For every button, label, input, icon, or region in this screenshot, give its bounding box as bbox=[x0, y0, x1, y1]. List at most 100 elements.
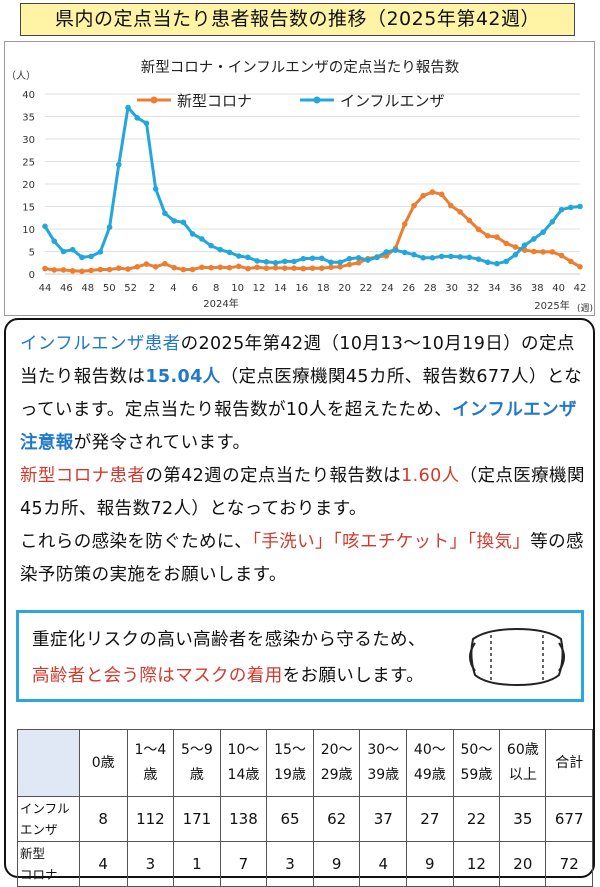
influenza-data-point bbox=[448, 253, 454, 260]
col-header: 40〜 49歳 bbox=[406, 729, 454, 797]
table-cell: 12 bbox=[452, 841, 501, 887]
x-tick-label: 8 bbox=[213, 283, 219, 294]
influenza-data-point bbox=[512, 251, 519, 258]
influenza-data-point bbox=[171, 218, 177, 224]
covid-data-point bbox=[558, 252, 565, 259]
covid-data-point bbox=[531, 248, 537, 255]
influenza-data-point bbox=[152, 186, 159, 192]
x-tick-label: 26 bbox=[402, 283, 415, 294]
influenza-data-point bbox=[337, 259, 343, 266]
covid-data-point bbox=[494, 234, 500, 240]
line-chart: 新型コロナ・インフルエンザの定点当たり報告数 0 5 10 15 20 25 30 35 40 （人… bbox=[4, 41, 595, 316]
influenza-data-point bbox=[503, 258, 510, 265]
influenza-data-point bbox=[355, 255, 362, 261]
covid-data-point bbox=[438, 191, 445, 198]
table-cell: 138 bbox=[219, 796, 268, 842]
covid-data-point bbox=[318, 265, 325, 271]
influenza-data-point bbox=[263, 259, 270, 265]
legend-label: 新型コロナ bbox=[177, 92, 252, 110]
x-tick-label: 48 bbox=[81, 283, 94, 294]
table-cell: 37 bbox=[359, 796, 408, 842]
x-tick-label: 32 bbox=[467, 283, 480, 294]
covid-data-point bbox=[401, 221, 408, 227]
covid-data-point bbox=[106, 266, 113, 273]
covid-data-point bbox=[115, 265, 122, 271]
covid-data-point bbox=[272, 264, 279, 271]
col-header: 10〜 14歳 bbox=[219, 729, 268, 797]
col-header: 60歳 以上 bbox=[499, 729, 547, 797]
table-cell: 65 bbox=[266, 796, 314, 842]
covid-data-point bbox=[199, 264, 205, 271]
table-cell: 3 bbox=[266, 841, 314, 887]
influenza-data-point bbox=[245, 254, 251, 261]
covid-data-point bbox=[235, 263, 242, 270]
influenza-data-point bbox=[411, 251, 417, 258]
covid-data-point bbox=[420, 192, 426, 199]
table-corner bbox=[17, 729, 80, 797]
influenza-data-point bbox=[374, 254, 380, 261]
influenza-data-point bbox=[300, 255, 307, 262]
influenza-data-point bbox=[217, 246, 224, 253]
influenza-data-point bbox=[282, 258, 288, 265]
influenza-data-point bbox=[199, 236, 205, 242]
prevention-paragraph: これらの感染を防ぐために、「手洗い」「咳エチケット」「換気」等の感染予防策の実施… bbox=[20, 526, 588, 592]
x-tick-label: 44 bbox=[39, 283, 52, 294]
table-cell: 72 bbox=[545, 841, 593, 887]
x-tick-label: 20 bbox=[338, 283, 351, 294]
col-header: 1〜4 歳 bbox=[126, 729, 175, 797]
covid-data-point bbox=[60, 267, 67, 273]
covid-data-point bbox=[226, 264, 233, 271]
influenza-data-point bbox=[457, 254, 463, 260]
covid-patients-label: 新型コロナ患者 bbox=[20, 466, 146, 486]
covid-data-point bbox=[429, 189, 436, 195]
table-cell: 7 bbox=[219, 841, 268, 887]
x-tick-label: 24 bbox=[381, 283, 394, 294]
table-cell: 20 bbox=[499, 841, 547, 887]
table-header-row: 0歳 1〜4 歳 5〜9 歳 10〜 14歳 15〜 19歳 20〜 29歳 30〜 39歳 40〜 49歳… bbox=[17, 729, 593, 797]
x-tick-label: 18 bbox=[317, 283, 330, 294]
age-group-table: 0歳 1〜4 歳 5〜9 歳 10〜 14歳 15〜 19歳 20〜 29歳 30〜 39歳 40〜 49歳… bbox=[17, 729, 593, 887]
influenza-data-point bbox=[328, 259, 334, 266]
influenza-data-point bbox=[235, 253, 242, 259]
covid-data-point bbox=[328, 264, 334, 271]
covid-data-point bbox=[51, 267, 58, 273]
table-cell: 171 bbox=[173, 796, 221, 842]
table-cell: 9 bbox=[406, 841, 454, 887]
covid-data-point bbox=[282, 265, 288, 271]
covid-data-point bbox=[309, 265, 316, 271]
influenza-data-point bbox=[567, 204, 574, 211]
y-tick-label: 25 bbox=[22, 158, 35, 169]
covid-data-point bbox=[263, 265, 270, 271]
covid-data-point bbox=[540, 249, 546, 255]
mask-icon bbox=[469, 627, 565, 687]
ventilation-label: 「換気」 bbox=[467, 532, 531, 552]
covid-data-point bbox=[162, 260, 168, 267]
y-tick-label: 10 bbox=[22, 225, 35, 236]
covid-data-point bbox=[300, 265, 307, 272]
col-header: 30〜 39歳 bbox=[359, 729, 408, 797]
covid-data-point bbox=[180, 266, 187, 273]
x-tick-label: 38 bbox=[531, 283, 544, 294]
cough-etiquette-label: 「咳エチケット」 bbox=[332, 532, 468, 552]
influenza-data-point bbox=[484, 259, 491, 266]
influenza-data-point bbox=[254, 258, 260, 264]
covid-data-point bbox=[189, 266, 196, 273]
influenza-data-point bbox=[180, 219, 187, 226]
col-header: 15〜 19歳 bbox=[266, 729, 314, 797]
covid-text: の第42週の定点当たり報告数は bbox=[145, 466, 402, 486]
covid-data-point bbox=[475, 226, 482, 233]
influenza-data-point bbox=[143, 120, 150, 127]
covid-data-point bbox=[567, 258, 574, 265]
x-tick-label: 40 bbox=[552, 283, 565, 294]
influenza-data-point bbox=[346, 255, 353, 262]
notice-line-2: 高齢者と会う際はマスクの着用をお願いします。 bbox=[32, 662, 424, 687]
legend-marker bbox=[313, 96, 321, 104]
chart-canvas: 新型コロナ・インフルエンザの定点当たり報告数 0 5 10 15 20 25 30 35 40 （人… bbox=[6, 59, 593, 314]
influenza-data-point bbox=[466, 254, 473, 261]
year-label-2024: 2024年 bbox=[203, 297, 238, 310]
covid-data-point bbox=[411, 202, 417, 209]
covid-data-point bbox=[466, 217, 473, 224]
covid-data-point bbox=[457, 209, 463, 215]
influenza-data-point bbox=[79, 254, 85, 261]
y-tick-label: 5 bbox=[29, 248, 35, 259]
